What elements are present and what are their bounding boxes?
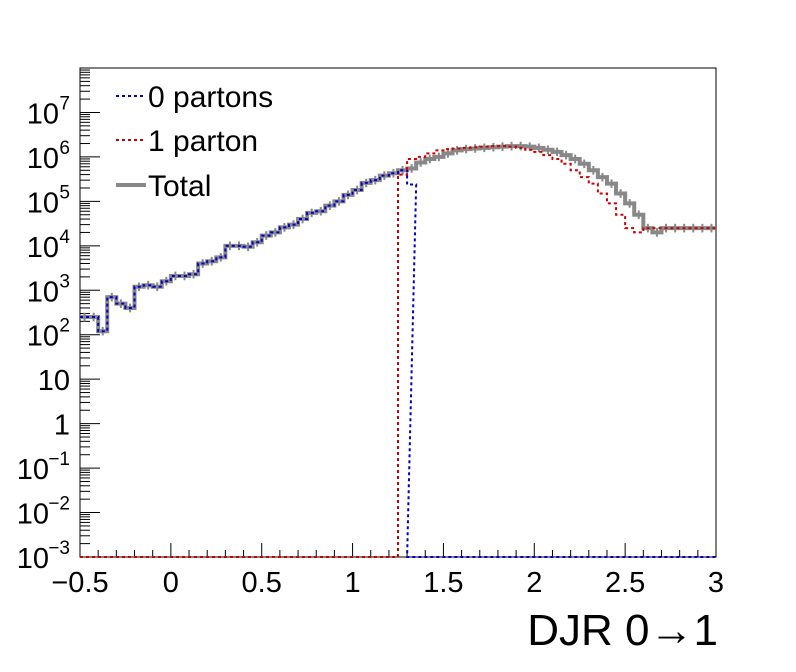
- y-tick-label: −210: [17, 494, 70, 531]
- y-tick-exponent: −2: [48, 494, 70, 515]
- y-tick-exponent: 3: [59, 271, 70, 292]
- legend: 0 partons 1 parton Total: [116, 81, 273, 203]
- x-tick-label: 1: [345, 567, 361, 599]
- y-tick-label: 710: [27, 93, 70, 130]
- y-tick-base: 10: [17, 543, 49, 575]
- y-tick-label: 210: [27, 316, 70, 353]
- y-tick-exponent: 4: [59, 227, 70, 248]
- axis-ticks: [79, 69, 717, 558]
- y-tick-exponent: 5: [59, 182, 70, 203]
- y-tick-label: 310: [27, 271, 70, 308]
- y-tick-base: 10: [17, 454, 49, 486]
- series-layer: [80, 141, 716, 558]
- x-axis-title: DJR 0→1: [527, 606, 718, 655]
- y-tick-exponent: 2: [59, 316, 70, 337]
- y-tick-label: 410: [27, 227, 71, 264]
- y-tick-base: 10: [27, 321, 59, 353]
- legend-label: 1 parton: [148, 125, 258, 158]
- y-tick-label: 510: [27, 182, 70, 219]
- y-tick-exponent: 7: [59, 93, 70, 114]
- x-tick-label: 0.5: [242, 567, 282, 599]
- y-tick-label: 610: [27, 138, 70, 175]
- y-tick-base: 1: [54, 410, 70, 442]
- legend-label: 0 partons: [148, 81, 273, 114]
- y-tick-label: 10: [38, 365, 70, 397]
- x-tick-label: 3: [708, 567, 724, 599]
- y-tick-exponent: −1: [48, 449, 70, 470]
- legend-label: Total: [148, 170, 211, 203]
- y-tick-base: 10: [27, 143, 59, 175]
- y-tick-base: 10: [27, 276, 59, 308]
- x-tick-labels: −0.5 0 0.5 1 1.5 2 2.5 3: [51, 567, 724, 599]
- y-tick-base: 10: [38, 365, 70, 397]
- series-1-parton-line: [80, 145, 716, 558]
- x-tick-label: 2.5: [605, 567, 645, 599]
- x-tick-label: 0: [163, 567, 179, 599]
- y-tick-label: 1: [54, 410, 70, 442]
- y-tick-label: −310: [17, 538, 70, 575]
- y-tick-base: 10: [27, 232, 59, 264]
- y-tick-exponent: 6: [59, 138, 70, 159]
- x-tick-label: 2: [526, 567, 542, 599]
- x-tick-label: 1.5: [423, 567, 463, 599]
- y-tick-base: 10: [17, 499, 49, 531]
- y-tick-label: −110: [17, 449, 70, 486]
- y-tick-base: 10: [27, 98, 59, 130]
- x-tick-label: −0.5: [51, 567, 108, 599]
- y-tick-exponent: −3: [48, 538, 70, 559]
- y-tick-base: 10: [27, 187, 59, 219]
